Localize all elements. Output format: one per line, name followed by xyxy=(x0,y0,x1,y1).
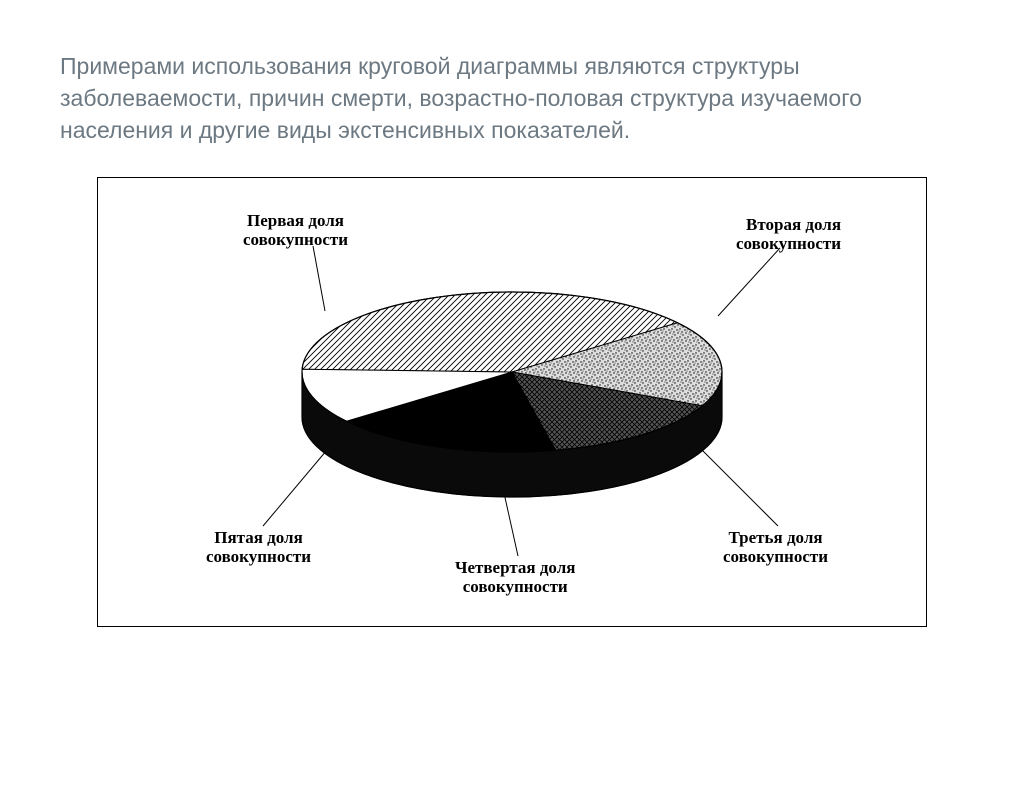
pie-svg xyxy=(292,272,732,532)
page-title: Примерами использования круговой диаграм… xyxy=(60,50,964,147)
pie-chart-frame: Первая доля совокупности Вторая доля сов… xyxy=(97,177,927,627)
pie-3d xyxy=(292,272,732,532)
top-divider xyxy=(40,20,984,22)
